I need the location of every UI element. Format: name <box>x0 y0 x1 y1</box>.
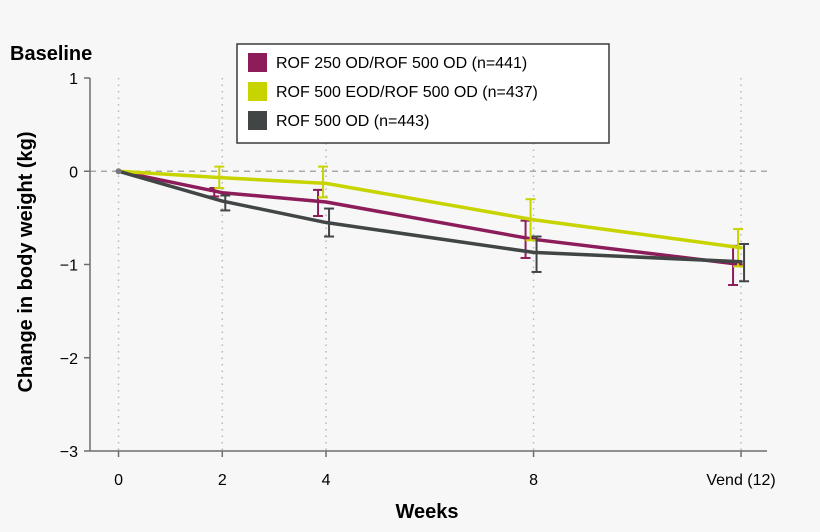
legend-swatch-0 <box>248 53 267 72</box>
plot-area: 1 0 −1 −2 −3 0 2 4 8 Vend (12) <box>60 71 776 489</box>
x-tick-label-1: 2 <box>218 472 227 489</box>
x-axis-label: Weeks <box>395 501 458 523</box>
legend-swatch-1 <box>248 82 267 101</box>
legend-box <box>236 43 610 144</box>
legend-label-2: ROF 500 OD (n=443) <box>276 113 429 130</box>
series-line-2 <box>116 169 743 264</box>
x-tick-label-2: 4 <box>322 472 331 489</box>
y-tick-label-4: −3 <box>60 444 78 461</box>
legend-swatch-2 <box>248 111 267 130</box>
legend-label-1: ROF 500 EOD/ROF 500 OD (n=437) <box>276 84 538 101</box>
x-tick-label-3: 8 <box>529 472 538 489</box>
chart-title: Baseline <box>10 43 92 65</box>
x-tick-label-4: Vend (12) <box>706 472 775 489</box>
y-axis-label: Change in body weight (kg) <box>15 131 37 392</box>
legend-label-0: ROF 250 OD/ROF 500 OD (n=441) <box>276 55 527 72</box>
y-tick-label-3: −2 <box>60 351 78 368</box>
baseline-point <box>115 168 122 175</box>
y-tick-label-2: −1 <box>60 258 78 275</box>
series-line-0 <box>116 169 743 267</box>
y-tick-label-0: 1 <box>69 71 78 88</box>
x-tick-label-0: 0 <box>114 472 123 489</box>
legend: ROF 250 OD/ROF 500 OD (n=441) ROF 500 EOD… <box>236 43 610 144</box>
y-tick-label-1: 0 <box>69 164 78 181</box>
series-line-1 <box>116 169 743 250</box>
